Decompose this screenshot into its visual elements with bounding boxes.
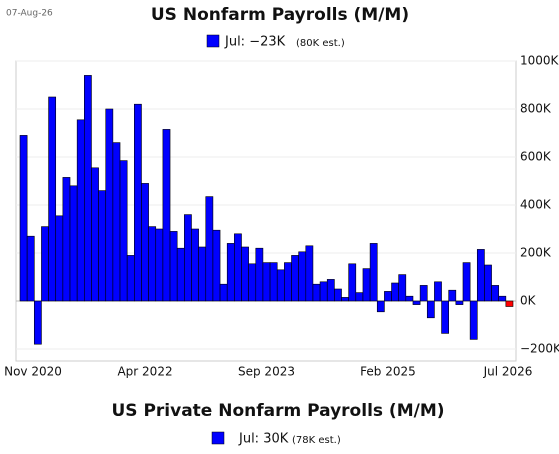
legend-label: Jul: −23K (224, 35, 286, 50)
y-tick-label: 0K (520, 294, 537, 308)
bar (234, 233, 242, 302)
bar (248, 263, 257, 302)
bar (355, 292, 364, 302)
x-tick-label: Nov 2020 (4, 365, 62, 379)
bar (341, 297, 349, 302)
x-tick-label: Sep 2023 (238, 365, 295, 379)
bar (33, 300, 42, 345)
x-tick-label: Apr 2022 (117, 365, 172, 379)
bar (305, 245, 314, 302)
y-tick-label: 1000K (520, 54, 559, 68)
y-tick-label: 800K (520, 102, 552, 116)
bar (448, 289, 457, 302)
bar (55, 215, 64, 302)
bar (226, 243, 235, 302)
bar (148, 226, 157, 302)
bar (205, 196, 214, 302)
bar (412, 300, 421, 305)
bar (455, 300, 464, 305)
bar (369, 243, 378, 302)
date: 07-Aug-26 (6, 9, 53, 19)
bar (26, 235, 35, 302)
bar (91, 167, 99, 302)
bar (105, 108, 114, 302)
bar (48, 96, 57, 302)
x-tick-label: Jul 2026 (483, 365, 533, 379)
bar (491, 285, 500, 302)
legend-swatch (206, 34, 220, 48)
bar (141, 183, 149, 302)
bar (98, 190, 107, 302)
y-tick-label: 200K (520, 246, 552, 260)
bar (319, 281, 328, 302)
bar (434, 281, 442, 302)
bar (384, 291, 392, 302)
y-tick-label: 600K (520, 150, 552, 164)
bar (391, 282, 399, 302)
bar (62, 177, 71, 302)
bar (198, 246, 207, 302)
chart-title: US Nonfarm Payrolls (M/M) (151, 5, 409, 25)
legend-label: Jul: 30K (238, 432, 289, 447)
bar (284, 262, 292, 302)
bar (469, 300, 478, 340)
y-tick-label: −200K (520, 342, 559, 356)
bar (134, 103, 142, 302)
bar (262, 262, 271, 302)
bar (69, 185, 78, 302)
bar (219, 283, 228, 302)
legend-note: (78K est.) (292, 435, 341, 446)
bar (176, 247, 185, 302)
bar (84, 75, 92, 302)
bar (326, 279, 335, 302)
bar (269, 262, 278, 302)
y-tick-label: 400K (520, 198, 552, 212)
bar (405, 295, 414, 302)
x-tick-label: Feb 2025 (360, 365, 416, 379)
bar (276, 269, 285, 302)
bar (291, 255, 299, 302)
bar (398, 274, 407, 302)
bar (112, 142, 121, 302)
bar (41, 226, 49, 302)
bar (426, 300, 435, 319)
bar (298, 251, 307, 302)
bar (476, 249, 485, 302)
bar (184, 214, 192, 302)
bar (441, 300, 449, 334)
bar (498, 295, 507, 302)
bar (126, 255, 135, 302)
bar (362, 268, 371, 302)
bar (212, 229, 221, 302)
chart-title: US Private Nonfarm Payrolls (M/M) (111, 401, 444, 421)
bar (169, 231, 178, 302)
bar (119, 160, 128, 302)
bar (505, 300, 514, 307)
bar (419, 285, 428, 302)
bar (334, 288, 342, 302)
bar (462, 262, 471, 302)
bar (162, 129, 171, 302)
legend-note: (80K est.) (296, 38, 345, 49)
bar (348, 263, 357, 302)
bar (76, 119, 85, 302)
bar (241, 246, 249, 302)
bar (484, 264, 492, 302)
legend-swatch (211, 431, 225, 445)
bar (19, 135, 28, 302)
bar (155, 228, 164, 302)
bar (312, 283, 321, 302)
bar (191, 228, 199, 302)
bar (255, 247, 264, 302)
bar (376, 300, 385, 313)
